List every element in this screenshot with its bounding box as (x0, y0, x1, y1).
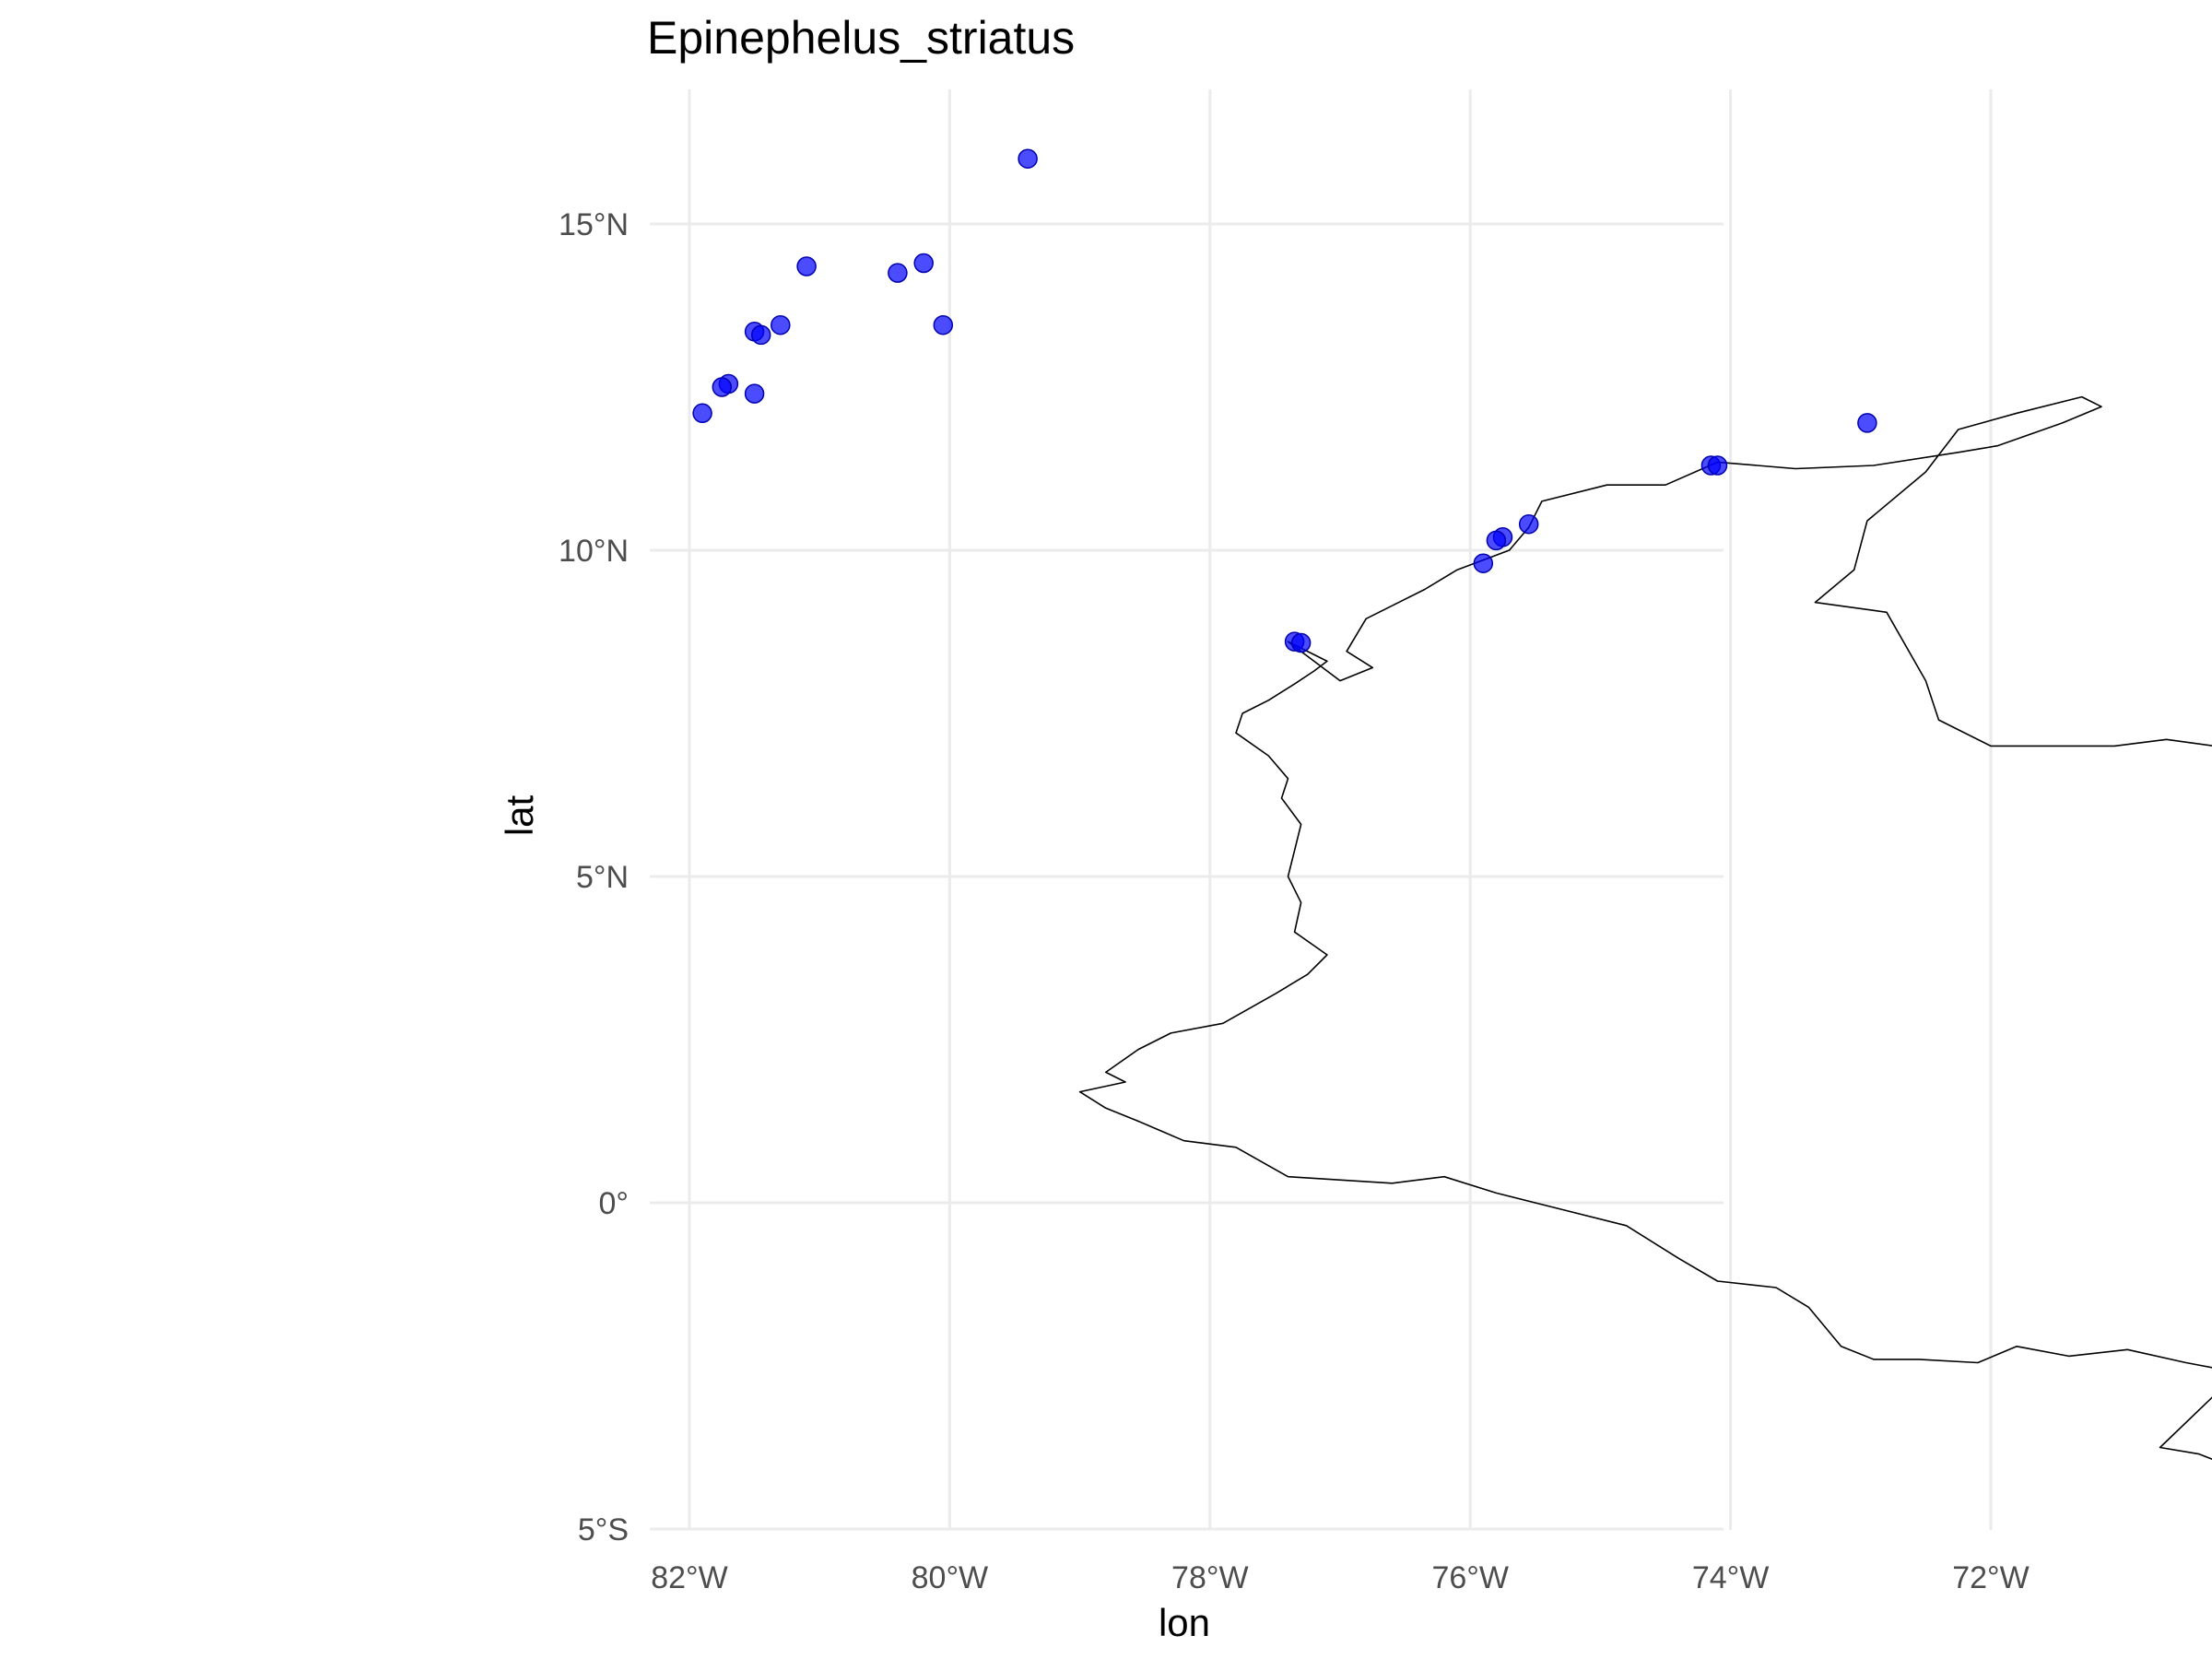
x-tick-label: 74°W (1692, 1560, 1770, 1595)
occurrence-point (914, 254, 933, 273)
occurrence-point (712, 378, 731, 396)
occurrence-point (1709, 456, 1727, 475)
occurrence-point (1292, 634, 1311, 653)
occurrence-point (797, 257, 816, 276)
occurrence-point (1487, 531, 1505, 549)
occurrence-point (771, 316, 790, 335)
occurrence-point (1018, 149, 1037, 168)
x-tick-label: 80°W (912, 1560, 989, 1595)
occurrence-point (693, 404, 712, 422)
x-tick-label: 82°W (651, 1560, 728, 1595)
x-tick-label: 72°W (1952, 1560, 2030, 1595)
y-tick-label: 10°N (559, 534, 629, 569)
occurrence-point (1474, 554, 1492, 572)
occurrence-point (888, 264, 907, 282)
occurrence-point (934, 316, 952, 335)
y-axis-title: lat (498, 794, 541, 836)
occurrence-point (752, 325, 771, 344)
y-tick-label: 15°N (559, 207, 629, 242)
y-tick-label: 5°N (576, 860, 629, 895)
gridlines (650, 89, 2212, 1530)
x-axis-ticks: 82°W80°W78°W76°W74°W72°W70°W68°W (651, 1560, 2212, 1595)
country-outline (1080, 397, 2212, 1477)
x-tick-label: 76°W (1431, 1560, 1509, 1595)
occurrence-point (1858, 414, 1877, 432)
y-axis-ticks: 15°N 10°N 5°N 0° 5°S (559, 207, 629, 1547)
occurrence-point (1520, 515, 1538, 534)
y-tick-label: 5°S (578, 1512, 629, 1547)
x-tick-label: 78°W (1171, 1560, 1249, 1595)
occurrence-point (746, 384, 764, 403)
chart-title: Epinephelus_striatus (647, 12, 1075, 64)
x-axis-title: lon (1159, 1601, 1210, 1644)
y-tick-label: 0° (598, 1186, 629, 1221)
